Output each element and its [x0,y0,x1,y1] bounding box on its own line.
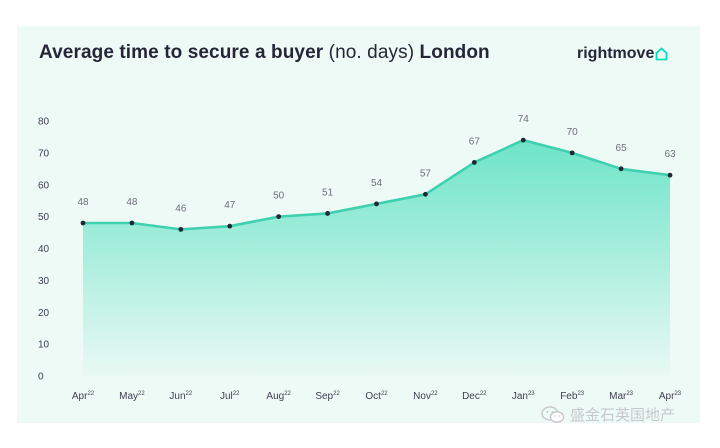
x-tick-label: Jan23 [512,391,535,402]
y-tick-label: 50 [38,212,50,223]
data-label: 70 [567,127,579,138]
data-point [471,160,477,165]
data-label: 54 [371,178,383,189]
x-tick-superscript: 22 [233,391,240,397]
data-label: 74 [518,114,530,125]
x-tick-superscript: 22 [431,391,438,397]
title-unit: (no. days) [328,42,415,63]
x-tick-label: May22 [119,391,145,402]
x-tick-superscript: 22 [186,391,193,397]
x-tick-superscript: 23 [626,391,633,397]
y-tick-label: 70 [38,148,50,159]
logo-text: rightmove [577,45,655,62]
x-tick-label: Oct22 [365,391,388,402]
wechat-icon [541,405,565,423]
data-label: 63 [664,149,676,160]
data-label: 46 [175,203,187,214]
x-tick-label: Apr22 [72,391,95,402]
house-icon [655,47,668,61]
x-tick-label: Feb23 [560,391,585,402]
x-tick-superscript: 23 [674,391,681,397]
data-point [325,211,330,216]
data-point [374,201,379,207]
data-label: 48 [126,197,138,208]
data-point [520,137,526,143]
data-label: 57 [420,168,432,179]
data-label: 51 [322,187,334,198]
data-point [618,166,624,172]
data-label: 47 [224,200,236,211]
x-tick-label: Jul22 [220,391,240,402]
data-point [276,214,282,220]
data-point [129,220,135,226]
data-point [423,191,428,197]
data-point [667,172,673,178]
title-place: London [419,42,490,63]
data-point [178,226,184,232]
x-tick-label: Aug22 [266,391,291,402]
x-tick-superscript: 22 [284,391,291,397]
y-tick-label: 30 [38,276,50,287]
watermark: 盛金石英国地产 [541,404,675,425]
area-fill [83,140,670,376]
x-tick-superscript: 22 [333,391,340,397]
x-tick-label: Jun22 [169,391,192,402]
rightmove-logo: rightmove [577,45,668,63]
y-tick-label: 20 [38,308,50,319]
data-point [80,220,86,226]
x-tick-superscript: 22 [87,391,94,397]
y-tick-label: 0 [38,372,44,383]
x-tick-label: Nov22 [413,391,438,402]
x-tick-label: Mar23 [609,391,634,402]
data-label: 50 [273,191,285,202]
y-tick-label: 10 [38,340,50,351]
x-tick-label: Sep22 [315,391,340,402]
x-tick-superscript: 22 [138,391,145,397]
data-point [227,223,233,229]
x-tick-superscript: 22 [381,391,388,397]
x-tick-superscript: 22 [480,391,487,397]
x-tick-label: Dec22 [462,391,487,402]
y-tick-label: 80 [38,117,50,128]
x-tick-label: Apr23 [659,391,682,402]
data-label: 67 [469,136,481,147]
data-label: 48 [77,197,89,208]
data-label: 65 [616,143,628,154]
x-tick-superscript: 23 [528,391,535,397]
y-tick-label: 40 [38,244,50,255]
title-main: Average time to secure a buyer [39,42,324,63]
data-point [569,150,575,156]
x-tick-superscript: 23 [577,391,584,397]
watermark-text: 盛金石英国地产 [570,407,676,424]
chart-title: Average time to secure a buyer (no. days… [39,42,490,64]
y-tick-label: 60 [38,180,50,191]
